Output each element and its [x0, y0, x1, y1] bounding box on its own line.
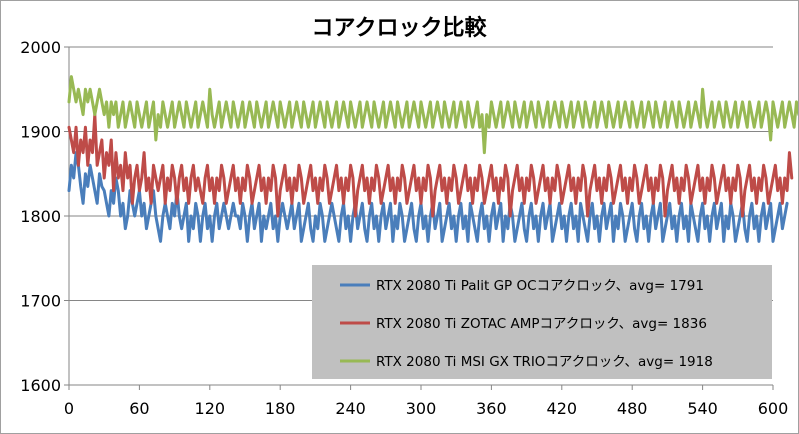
x-tick-label: 540 [687, 399, 718, 418]
legend-box [312, 265, 772, 379]
x-tick-label: 120 [195, 399, 226, 418]
x-tick-label: 240 [335, 399, 366, 418]
y-tick-label: 1700 [20, 292, 61, 311]
axis-layer: 1600 1700 1800 1900 2000 0 60 120 180 240 300 360 42… [20, 38, 788, 418]
series-layer [67, 75, 798, 243]
series-line-3 [67, 75, 798, 155]
y-tick-label: 1800 [20, 207, 61, 226]
x-tick-label: 180 [265, 399, 296, 418]
legend: RTX 2080 Ti Palit GP OCコアクロック、avg= 1791 R… [312, 265, 772, 379]
x-tick-label: 360 [476, 399, 507, 418]
x-tick-label: 0 [64, 399, 74, 418]
legend-label-1: RTX 2080 Ti Palit GP OCコアクロック、avg= 1791 [376, 278, 704, 294]
x-tick-label: 300 [406, 399, 437, 418]
legend-label-2: RTX 2080 Ti ZOTAC AMPコアクロック、avg= 1836 [376, 316, 707, 332]
x-tick-label: 420 [547, 399, 578, 418]
y-tick-label: 2000 [20, 38, 61, 57]
x-tick-label: 60 [129, 399, 149, 418]
y-tick-label: 1900 [20, 123, 61, 142]
x-tick-label: 600 [758, 399, 789, 418]
series-line-1 [67, 151, 789, 243]
series-line-2 [67, 113, 794, 218]
legend-label-3: RTX 2080 Ti MSI GX TRIOコアクロック、avg= 1918 [376, 354, 713, 370]
chart-title: コアクロック比較 [312, 15, 488, 41]
x-tick-label: 480 [617, 399, 648, 418]
y-tick-label: 1600 [20, 376, 61, 395]
